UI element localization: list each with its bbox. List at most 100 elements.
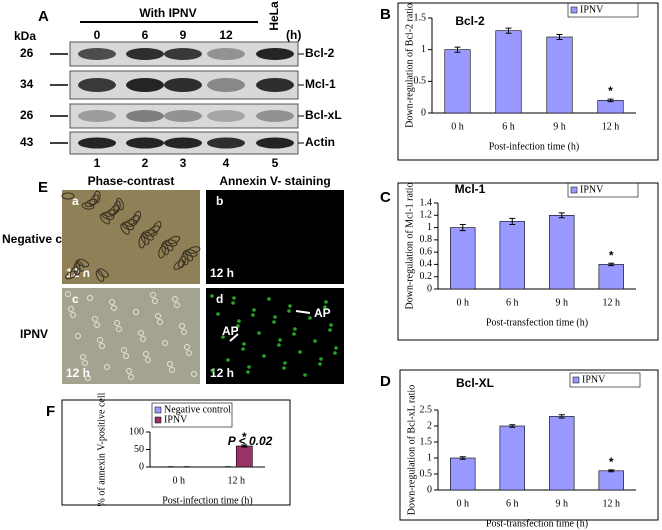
stain: [257, 331, 261, 335]
lane-label: 12: [219, 28, 233, 42]
x-tick-label: 6 h: [506, 498, 519, 509]
legend-swatch: [154, 406, 162, 414]
cell: [97, 268, 109, 278]
cell: [181, 329, 187, 335]
stain: [324, 300, 328, 304]
unit-label: (h): [286, 28, 301, 42]
blot-band: [164, 137, 202, 149]
y-axis-label: % of annexin V-positive cell: [96, 392, 107, 506]
cell: [99, 213, 111, 225]
blot-strip: [69, 103, 299, 129]
x-tick-label: 12 h: [602, 121, 620, 132]
blot-band: [256, 137, 294, 149]
cell: [84, 198, 98, 208]
cell: [167, 361, 173, 367]
lane-number: 3: [180, 156, 187, 170]
kda-size: 26: [20, 108, 34, 122]
cell: [138, 235, 146, 249]
blot-band: [207, 137, 245, 149]
y-tick-label: 0.2: [420, 271, 433, 282]
marker-label: AP: [222, 324, 239, 338]
x-tick-label: 6 h: [506, 297, 519, 308]
stain: [278, 338, 282, 342]
error-bar: [558, 212, 565, 219]
column-label: Phase-contrast: [88, 174, 175, 188]
kda-label: kDa: [14, 29, 36, 43]
image-time: 12 h: [210, 266, 234, 280]
cell: [152, 221, 162, 233]
blot-band: [207, 78, 245, 92]
cell: [87, 295, 93, 301]
cell: [181, 252, 189, 266]
x-tick-label: 9 h: [556, 498, 569, 509]
blot-band: [126, 137, 164, 149]
lane-label: HeLa: [267, 1, 281, 31]
cell: [81, 202, 95, 210]
legend-swatch: [570, 186, 578, 194]
error-bar: [509, 217, 516, 225]
kda-size: 26: [20, 46, 34, 60]
significance-mark: *: [608, 84, 613, 98]
y-tick-label: 0.6: [420, 246, 433, 257]
marker-label: AP: [314, 306, 331, 320]
bar: [235, 445, 253, 468]
stain: [210, 294, 214, 298]
cell: [164, 239, 178, 247]
stain: [262, 354, 266, 358]
x-tick-label: 9 h: [556, 297, 569, 308]
cell: [109, 299, 115, 305]
stain: [308, 316, 312, 320]
group-label: With IPNV: [139, 6, 196, 20]
cell: [97, 337, 103, 343]
chart-title: Bcl-2: [455, 14, 485, 28]
bar: [450, 457, 476, 491]
cell: [140, 336, 146, 342]
cell: [116, 326, 122, 332]
cell: [68, 306, 74, 312]
bar: [499, 221, 525, 290]
blot-band: [164, 78, 202, 92]
y-tick-label: 1.5: [414, 12, 427, 23]
stain: [303, 373, 307, 377]
blot-band: [256, 110, 294, 122]
cell: [167, 235, 181, 245]
micrograph: [62, 288, 200, 384]
error-bar: [556, 33, 563, 41]
bar: [499, 425, 525, 491]
cell: [73, 262, 81, 276]
cell: [114, 320, 120, 326]
stain: [226, 358, 230, 362]
panel-letter: E: [38, 179, 48, 196]
cell: [143, 351, 149, 357]
stain: [323, 305, 327, 309]
x-tick-label: 0 h: [451, 121, 464, 132]
blot-band: [78, 137, 116, 149]
y-tick-label: 1: [421, 44, 426, 55]
stain: [288, 304, 292, 308]
x-tick-label: 6 h: [502, 121, 515, 132]
stain: [328, 328, 332, 332]
stain: [313, 339, 317, 343]
cell: [80, 354, 86, 360]
blot-band: [256, 48, 294, 60]
error-bar: [558, 414, 565, 419]
error-bar: [607, 98, 614, 103]
stain: [277, 343, 281, 347]
stain: [283, 361, 287, 365]
cell: [184, 344, 190, 350]
protein-name: Bcl-2: [305, 46, 335, 60]
stain: [237, 319, 241, 323]
x-axis-label: Post-transfection time (h): [486, 317, 588, 328]
cell: [169, 367, 175, 373]
blot-band: [78, 110, 116, 122]
micrograph: [62, 190, 200, 284]
image-label: a: [72, 194, 79, 208]
bar: [549, 416, 575, 491]
chart-box: [397, 2, 659, 161]
blot-band: [207, 110, 245, 122]
cell: [94, 322, 100, 328]
bar: [598, 264, 624, 290]
lane-number: 5: [272, 156, 279, 170]
lane-label: 9: [180, 28, 187, 42]
